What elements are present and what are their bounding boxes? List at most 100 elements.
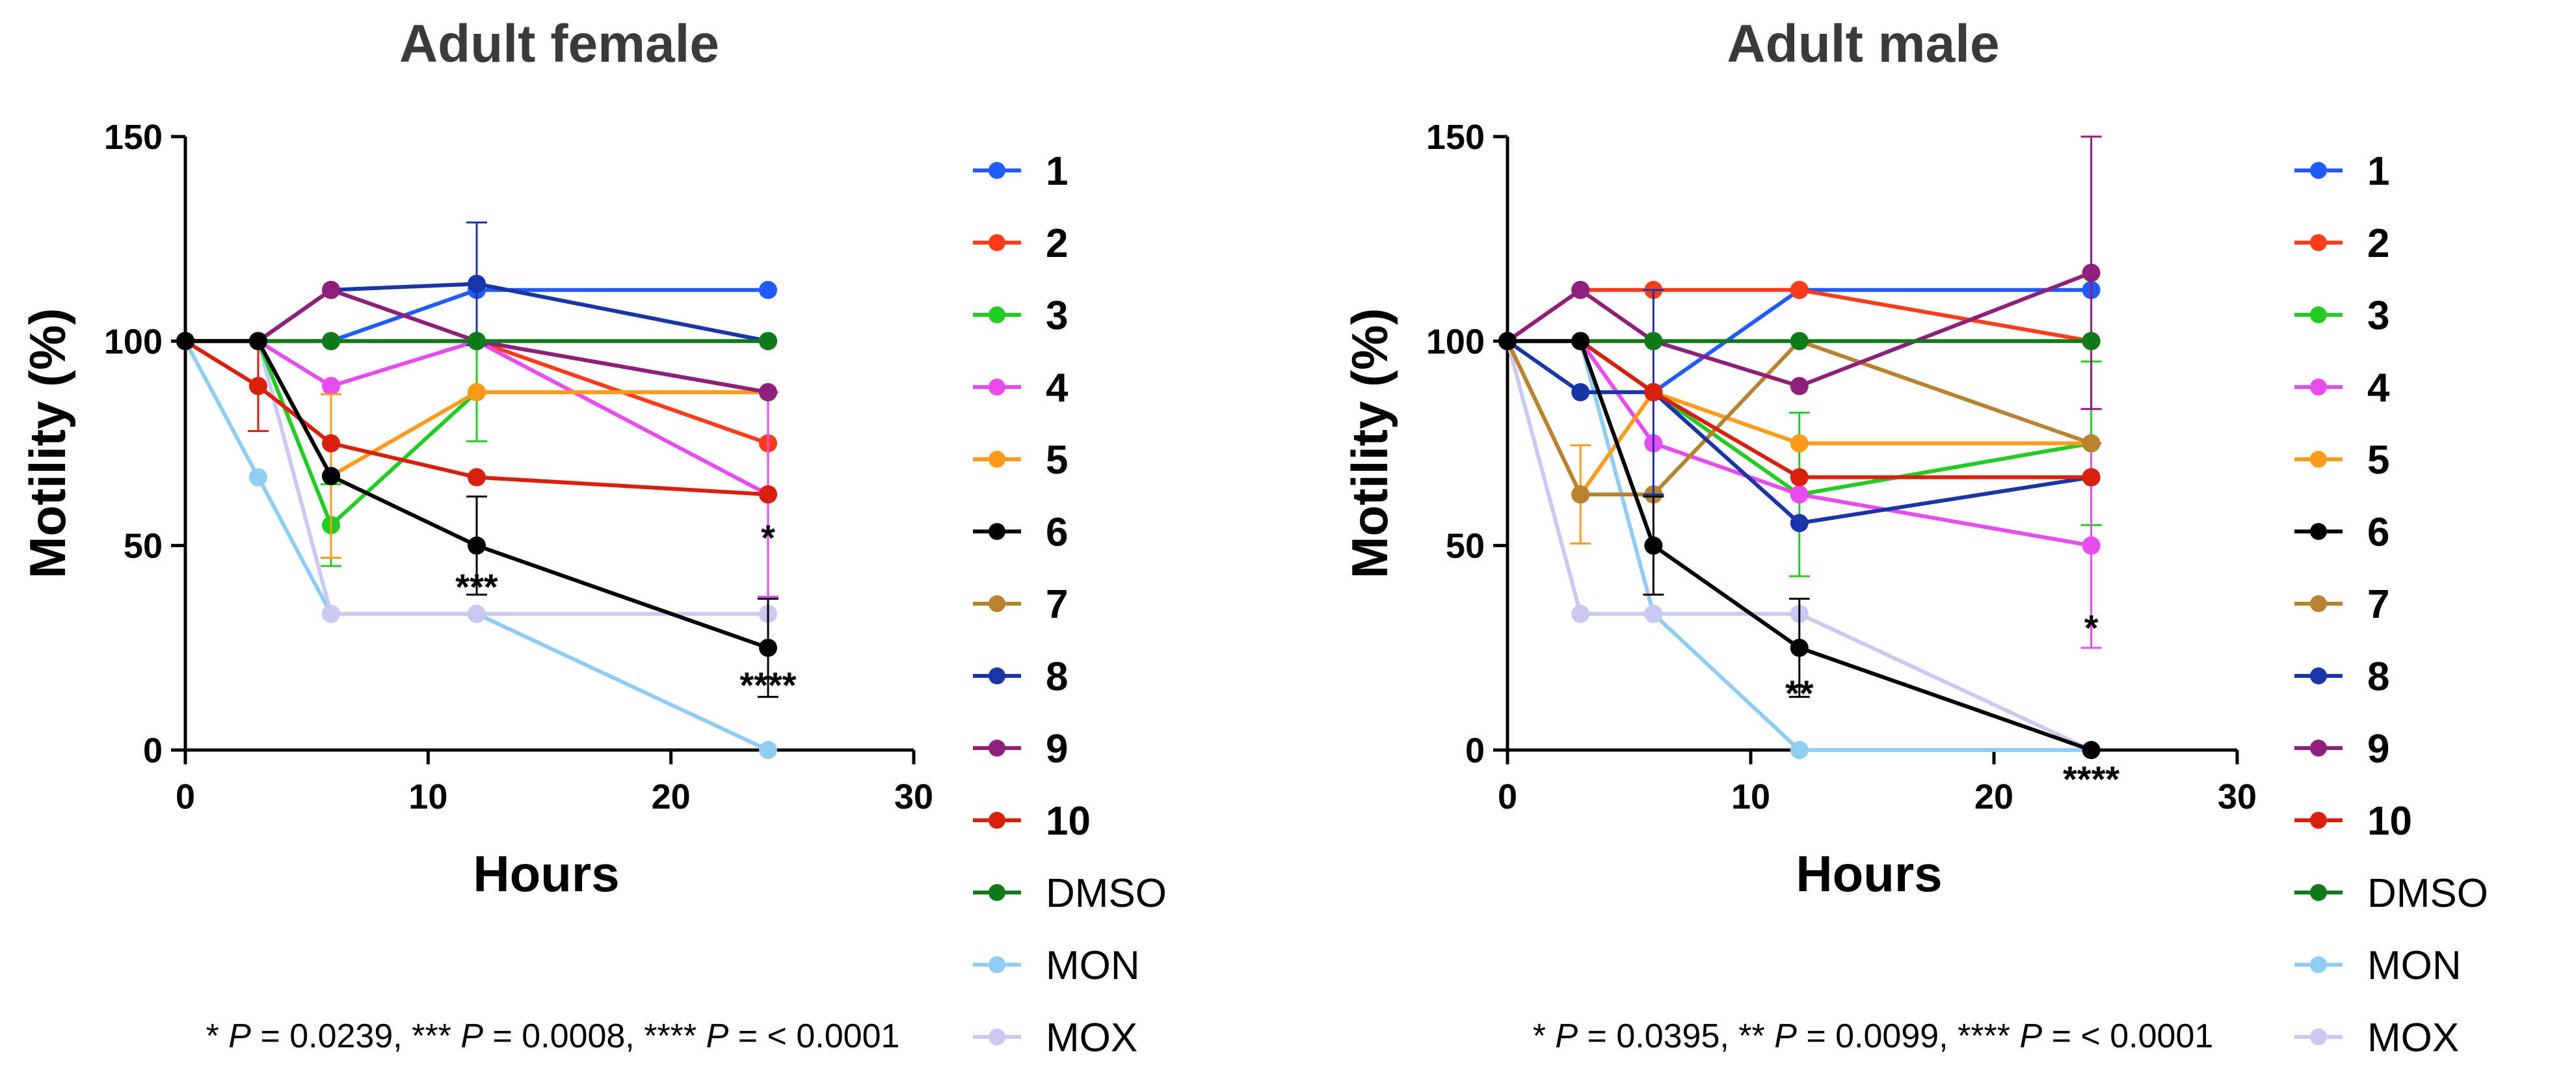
data-point — [1644, 383, 1663, 401]
data-point — [2082, 741, 2101, 759]
data-point — [2082, 434, 2101, 453]
legend-label: 10 — [1046, 799, 1091, 844]
legend-item-dmso: DMSO — [2294, 871, 2488, 916]
x-axis-label: Hours — [473, 845, 619, 902]
y-tick-label: 0 — [143, 731, 163, 770]
data-point — [1790, 485, 1809, 504]
legend-label: 6 — [2367, 510, 2389, 555]
legend-item-5: 5 — [973, 438, 1068, 483]
legend-item-4: 4 — [973, 366, 1069, 410]
legend-swatch-marker — [989, 379, 1005, 396]
significance-annotation: **** — [739, 664, 796, 705]
x-tick-label: 20 — [1974, 777, 2013, 816]
footnote-part: P — [706, 1017, 729, 1055]
legend-item-2: 2 — [2294, 221, 2389, 266]
chart-panel-adult-male: Adult male 0 50 100 150 0 10 20 30 Hours Motility … — [1341, 14, 2488, 1060]
legend-swatch-marker — [989, 451, 1005, 468]
y-tick-label: 50 — [1446, 527, 1485, 566]
data-point — [322, 434, 340, 453]
footnote-part: * — [1533, 1017, 1556, 1055]
legend-swatch-marker — [2310, 234, 2327, 251]
x-tick-label: 20 — [652, 777, 691, 816]
footnote-part: = 0.0099, **** — [1797, 1017, 2020, 1055]
data-point — [2082, 468, 2101, 487]
legend-item-2: 2 — [973, 221, 1068, 266]
x-tick-label: 10 — [1731, 777, 1770, 816]
y-tick-label: 100 — [104, 322, 163, 361]
legend-item-1: 1 — [2294, 149, 2389, 194]
legend-swatch-marker — [989, 595, 1005, 612]
data-point — [468, 604, 486, 623]
y-axis-label: Motility (%) — [1341, 308, 1398, 579]
legend-item-3: 3 — [2294, 293, 2389, 338]
data-point — [176, 332, 194, 351]
data-point — [249, 332, 267, 351]
legend-item-1: 1 — [973, 149, 1068, 194]
legend-item-mox: MOX — [2294, 1015, 2459, 1060]
legend-label: 1 — [1046, 149, 1068, 194]
data-point — [759, 741, 777, 759]
data-point — [249, 468, 267, 487]
chart-title: Adult male — [1727, 14, 1999, 74]
data-point — [1790, 280, 1809, 299]
significance-annotation: * — [2084, 607, 2099, 648]
legend-swatch-marker — [2310, 306, 2327, 323]
significance-footnote: * P = 0.0395, ** P = 0.0099, **** P = < … — [1533, 1017, 2214, 1055]
data-point — [759, 332, 777, 351]
legend-label: 9 — [1046, 727, 1068, 772]
data-point — [1790, 377, 1809, 396]
data-point — [759, 485, 777, 504]
footnote-part: P — [228, 1017, 251, 1055]
chart-title: Adult female — [399, 14, 719, 74]
data-point — [2082, 263, 2101, 282]
legend-swatch-marker — [989, 306, 1005, 323]
data-point — [759, 638, 777, 657]
legend-item-mon: MON — [2294, 943, 2462, 988]
data-point — [1790, 468, 1809, 487]
legend-label: 1 — [2367, 149, 2389, 194]
legend-item-6: 6 — [2294, 510, 2389, 555]
data-point — [322, 332, 340, 351]
legend-swatch-marker — [989, 667, 1005, 684]
y-tick-label: 50 — [124, 527, 163, 566]
legend-item-9: 9 — [973, 727, 1068, 772]
data-point — [1790, 741, 1809, 759]
legend-label: 8 — [1046, 654, 1068, 699]
legend-swatch-marker — [2310, 162, 2327, 179]
legend-item-7: 7 — [973, 582, 1068, 627]
legend-item-7: 7 — [2294, 582, 2389, 627]
data-point — [322, 466, 340, 485]
footnote-part: = < 0.0001 — [728, 1017, 899, 1055]
legend-swatch-marker — [2310, 667, 2327, 684]
legend-item-3: 3 — [973, 293, 1068, 338]
legend-swatch-marker — [2310, 740, 2327, 757]
data-point — [1790, 638, 1809, 657]
data-point — [322, 280, 340, 299]
legend-swatch-marker — [989, 884, 1005, 901]
legend-swatch-marker — [989, 1028, 1005, 1045]
x-tick-label: 10 — [408, 777, 447, 816]
legend-item-10: 10 — [973, 799, 1091, 844]
y-tick-label: 150 — [1426, 118, 1485, 157]
legend-item-8: 8 — [973, 654, 1068, 699]
y-axis-label: Motility (%) — [19, 308, 76, 579]
series-8 — [176, 221, 777, 351]
data-point — [1790, 514, 1809, 533]
legend-swatch-marker — [2310, 812, 2327, 829]
significance-annotation: * — [761, 517, 775, 558]
legend-item-mox: MOX — [973, 1015, 1137, 1060]
legend-label: 3 — [1046, 293, 1068, 338]
footnote-part: P — [1555, 1017, 1578, 1055]
legend-item-4: 4 — [2294, 366, 2390, 410]
legend-label: 5 — [2367, 438, 2389, 483]
data-point — [468, 536, 486, 555]
x-axis-label: Hours — [1796, 845, 1942, 902]
legend-item-8: 8 — [2294, 654, 2389, 699]
y-tick-label: 150 — [104, 118, 163, 157]
data-point — [759, 280, 777, 299]
legend-swatch-marker — [989, 162, 1005, 179]
x-tick-label: 0 — [1498, 777, 1517, 816]
x-tick-label: 30 — [894, 777, 933, 816]
legend-swatch-marker — [2310, 379, 2327, 396]
